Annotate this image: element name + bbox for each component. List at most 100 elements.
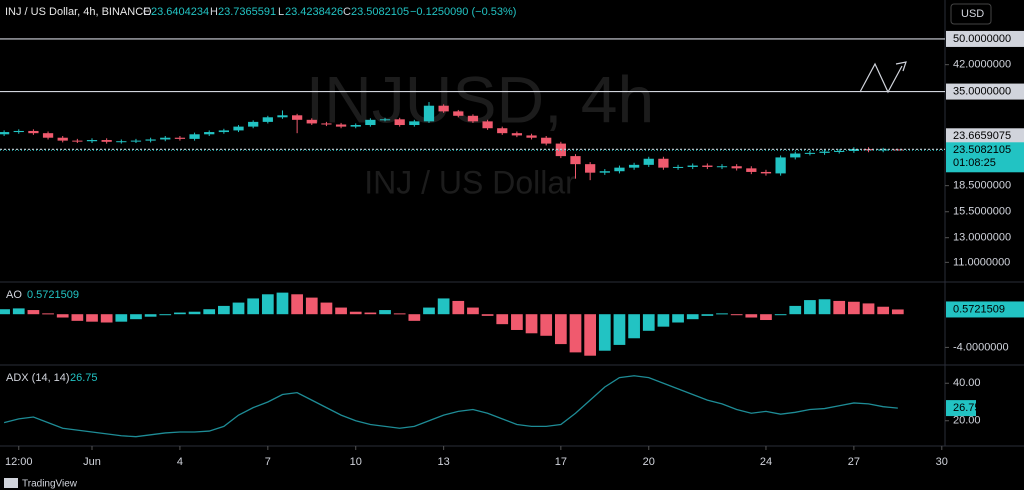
ao-bar xyxy=(115,314,128,322)
ao-bar xyxy=(12,308,25,315)
y-tick-label: 15.5000000 xyxy=(953,206,1011,218)
ao-bar xyxy=(891,309,904,315)
ao-bar xyxy=(393,313,406,315)
indicator-title: AO xyxy=(6,289,22,301)
x-tick-label: 7 xyxy=(265,456,271,468)
candle-body xyxy=(716,166,728,168)
candle-body xyxy=(614,167,625,172)
ao-bar xyxy=(261,294,274,315)
y-tick-label: 20.00 xyxy=(953,415,981,427)
ao-bar xyxy=(628,314,640,339)
candle-body xyxy=(13,130,24,133)
ao-bar xyxy=(174,312,186,315)
line-label-box xyxy=(946,128,1024,145)
ao-bar xyxy=(833,300,846,315)
y-tick-label: -4.0000000 xyxy=(953,341,1009,353)
ao-bar xyxy=(730,314,743,316)
ao-bar xyxy=(364,312,377,315)
ao-bar xyxy=(496,314,509,325)
ao-bar xyxy=(320,302,333,315)
candle-body xyxy=(746,168,757,172)
candle-body xyxy=(497,128,508,134)
value-badge-text: 0.5721509 xyxy=(953,303,1005,315)
last-price: 23.5082105 xyxy=(953,144,1011,156)
indicator-title: ADX (14, 14) xyxy=(6,372,70,384)
x-tick-label: 10 xyxy=(350,456,362,468)
ohlc-label: O xyxy=(143,6,152,18)
indicator-value: 26.75 xyxy=(70,372,98,384)
brand: TradingView xyxy=(22,479,78,490)
ao-bar xyxy=(877,306,890,315)
candle-body xyxy=(248,121,259,127)
candle-body xyxy=(350,125,361,127)
ao-bar xyxy=(218,305,230,315)
adx-line xyxy=(3,375,898,438)
watermark: INJUSD, 4h xyxy=(306,62,654,136)
ao-bar xyxy=(423,307,435,315)
ao-bar xyxy=(598,314,611,351)
candle-body xyxy=(174,137,186,139)
ao-bar xyxy=(291,294,303,315)
ao-bar xyxy=(144,314,157,317)
candle-body xyxy=(760,171,772,174)
candle-body xyxy=(335,124,347,127)
candle-body xyxy=(482,121,493,129)
ao-bar xyxy=(686,314,699,320)
candle-body xyxy=(189,134,200,139)
ao-bar xyxy=(247,298,260,315)
drawing-arrow xyxy=(859,62,903,94)
candle-body xyxy=(262,117,273,122)
candle-body xyxy=(306,119,317,124)
x-tick-label: 13 xyxy=(438,456,450,468)
candle-body xyxy=(72,140,83,142)
ao-bar xyxy=(86,314,98,322)
candle-body xyxy=(233,126,244,131)
candle-body xyxy=(394,119,405,126)
candle-body xyxy=(819,151,830,153)
ao-bar xyxy=(71,314,84,321)
candle-body xyxy=(160,137,171,140)
candle-body xyxy=(42,133,54,138)
ao-bar xyxy=(27,310,40,315)
ao-bar xyxy=(862,303,875,315)
ohlc-value: 23.4238426 xyxy=(285,6,343,18)
ohlc-label: C xyxy=(343,6,351,18)
watermark: INJ / US Dollar xyxy=(364,164,576,200)
candle-body xyxy=(86,140,98,142)
ao-bar xyxy=(789,305,802,315)
candle-body xyxy=(672,166,684,168)
ohlc-label: H xyxy=(210,6,218,18)
line-label-box xyxy=(946,30,1024,47)
drawing-arrowhead xyxy=(895,61,907,72)
ao-bar xyxy=(130,314,142,320)
ao-bar xyxy=(0,309,10,315)
last-price-box xyxy=(946,142,1024,173)
ao-bar xyxy=(42,313,54,315)
candle-body xyxy=(145,139,156,141)
y-tick-label: 11.0000000 xyxy=(953,256,1010,268)
ao-bar xyxy=(774,314,787,316)
candle-body xyxy=(511,133,523,136)
ao-bar xyxy=(379,310,391,315)
currency-button[interactable] xyxy=(950,3,992,25)
candle-body xyxy=(628,164,640,168)
ohlc-value: 23.6404234 xyxy=(151,6,209,18)
x-tick-label: 17 xyxy=(555,456,567,468)
candle-body xyxy=(775,157,786,174)
ao-bar xyxy=(525,314,538,334)
candle-body xyxy=(731,166,742,169)
candle-body xyxy=(438,105,449,112)
candle-body xyxy=(379,119,391,121)
ao-bar xyxy=(701,314,714,316)
ao-bar xyxy=(452,300,465,315)
candle-body xyxy=(834,150,845,152)
value-badge xyxy=(946,400,976,417)
candle-body xyxy=(658,158,669,168)
ao-bar xyxy=(437,298,450,315)
candle-body xyxy=(687,165,698,167)
ao-bar xyxy=(467,307,479,315)
candle-body xyxy=(277,115,288,118)
currency[interactable]: USD xyxy=(961,8,984,20)
candle-body xyxy=(467,115,479,122)
